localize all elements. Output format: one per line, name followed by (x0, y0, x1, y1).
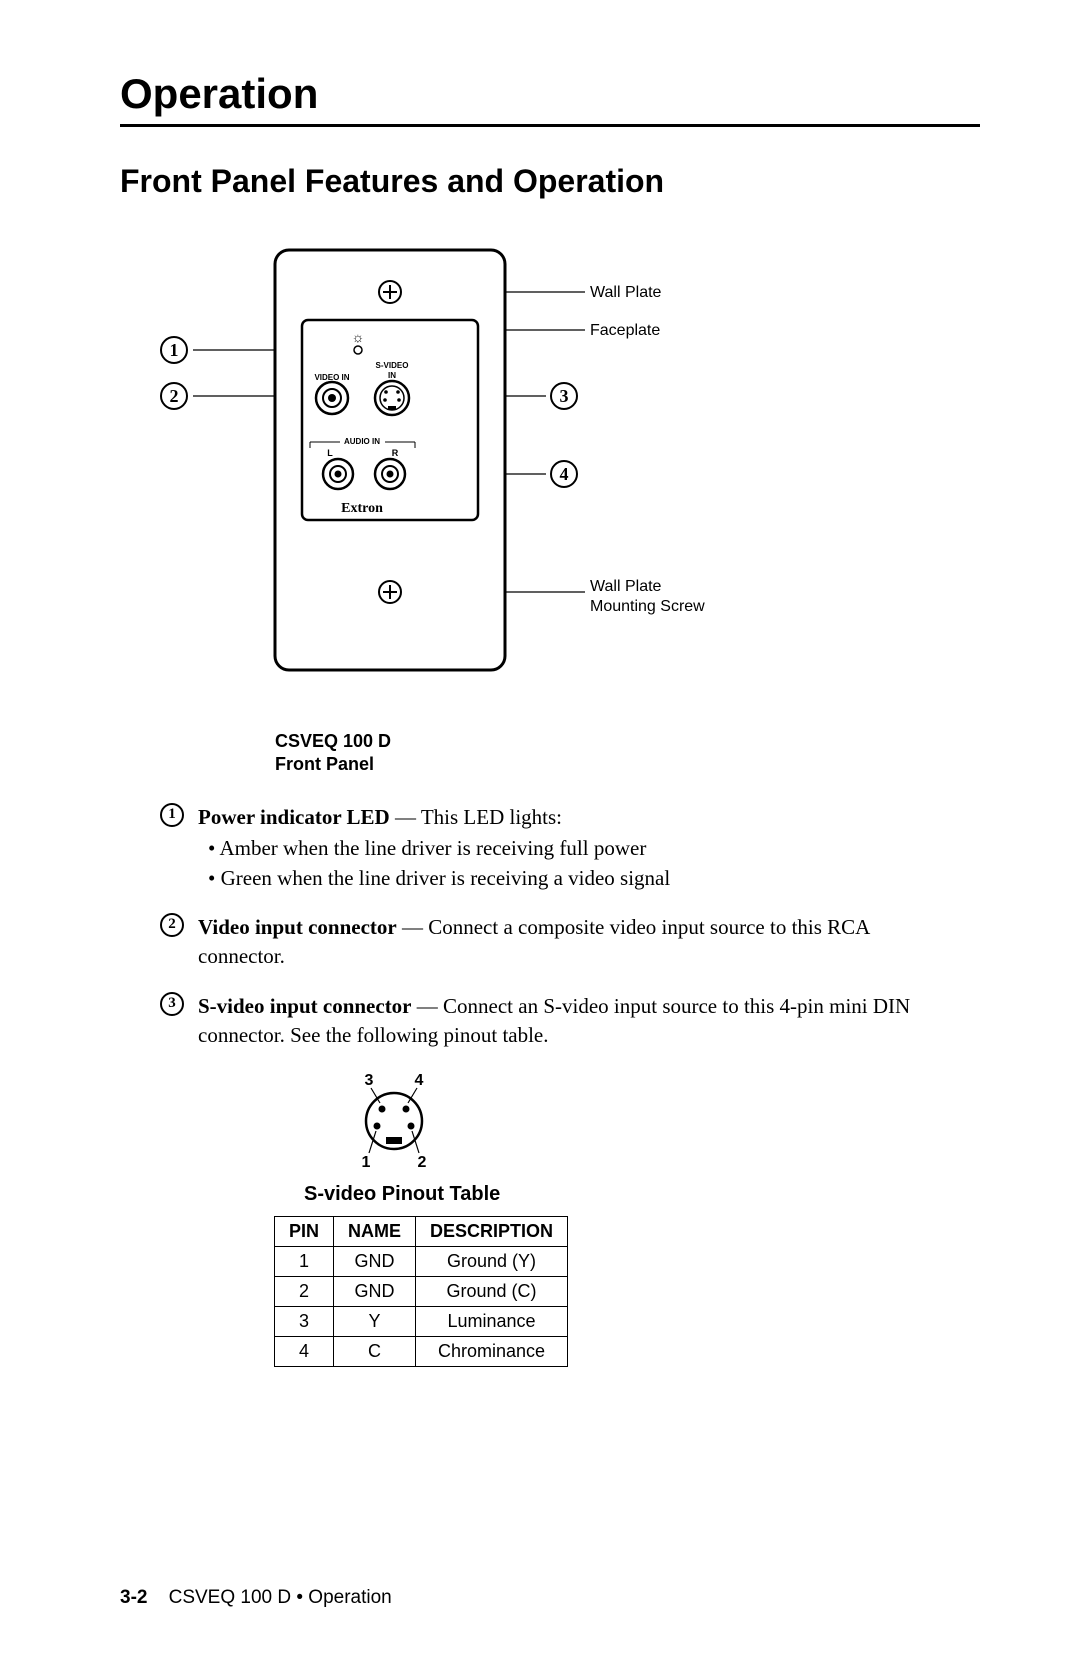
front-panel-diagram: 1 2 3 4 Wall Plate Faceplate Wall Plate … (160, 240, 980, 720)
footer-title: CSVEQ 100 D • Operation (169, 1587, 392, 1608)
diagram-caption-line2: Front Panel (275, 754, 374, 774)
svg-text:2: 2 (418, 1154, 427, 1171)
feature-lead-3: S-video input connector (198, 994, 412, 1018)
page-footer: 3-2 CSVEQ 100 D • Operation (120, 1587, 392, 1609)
svideo-pinout-icon: 3 4 1 2 (334, 1071, 454, 1171)
svg-text:☼: ☼ (352, 329, 365, 345)
feature-item-2: 2 Video input connector — Connect a comp… (160, 913, 960, 972)
feature-rest-1: — This LED lights: (390, 805, 562, 829)
cell: Chrominance (416, 1336, 568, 1366)
diagram-caption: CSVEQ 100 D Front Panel (275, 730, 980, 777)
label-video-in: VIDEO IN (314, 373, 349, 382)
cell: 4 (275, 1336, 334, 1366)
svg-text:IN: IN (388, 371, 396, 380)
pinout-th-pin: PIN (275, 1216, 334, 1246)
feature-item-1: 1 Power indicator LED — This LED lights:… (160, 803, 960, 893)
cell: Y (334, 1306, 416, 1336)
feature-lead-2: Video input connector (198, 915, 397, 939)
table-row: 2 GND Ground (C) (275, 1276, 568, 1306)
page-title: Operation (120, 70, 980, 127)
pinout-block: 3 4 1 2 S-video Pinout Table PIN NAME DE… (204, 1071, 980, 1367)
svg-text:4: 4 (415, 1072, 424, 1089)
diagram-caption-line1: CSVEQ 100 D (275, 731, 391, 751)
callout-1: 1 (160, 336, 188, 364)
svg-text:R: R (392, 448, 399, 458)
cell: 3 (275, 1306, 334, 1336)
feature-item-3: 3 S-video input connector — Connect an S… (160, 992, 960, 1051)
table-row: 1 GND Ground (Y) (275, 1246, 568, 1276)
feature-num-3: 3 (160, 992, 184, 1016)
svg-text:L: L (327, 448, 333, 458)
feature-1-bullet-1: Amber when the line driver is receiving … (208, 834, 960, 863)
cell: 1 (275, 1246, 334, 1276)
feature-num-2: 2 (160, 913, 184, 937)
svg-text:1: 1 (362, 1154, 371, 1171)
svg-text:AUDIO IN: AUDIO IN (344, 437, 380, 446)
cell: Ground (Y) (416, 1246, 568, 1276)
cell: GND (334, 1246, 416, 1276)
cell: Luminance (416, 1306, 568, 1336)
cell: C (334, 1336, 416, 1366)
wall-plate-svg: ☼ VIDEO IN S-VIDEO IN AUDIO IN L R Extro… (190, 240, 750, 680)
feature-list: 1 Power indicator LED — This LED lights:… (160, 803, 960, 1051)
callout-2: 2 (160, 382, 188, 410)
pinout-table: PIN NAME DESCRIPTION 1 GND Ground (Y) 2 … (274, 1216, 568, 1367)
svg-text:3: 3 (365, 1072, 374, 1089)
pinout-th-desc: DESCRIPTION (416, 1216, 568, 1246)
section-title: Front Panel Features and Operation (120, 163, 980, 200)
cell: GND (334, 1276, 416, 1306)
pinout-th-name: NAME (334, 1216, 416, 1246)
table-row: 4 C Chrominance (275, 1336, 568, 1366)
feature-num-1: 1 (160, 803, 184, 827)
footer-page-number: 3-2 (120, 1587, 147, 1608)
cell: 2 (275, 1276, 334, 1306)
svg-text:Extron: Extron (341, 501, 383, 516)
feature-lead-1: Power indicator LED (198, 805, 390, 829)
cell: Ground (C) (416, 1276, 568, 1306)
pinout-table-title: S-video Pinout Table (304, 1183, 980, 1206)
table-row: 3 Y Luminance (275, 1306, 568, 1336)
svg-text:S-VIDEO: S-VIDEO (376, 361, 409, 370)
feature-1-bullet-2: Green when the line driver is receiving … (208, 864, 960, 893)
